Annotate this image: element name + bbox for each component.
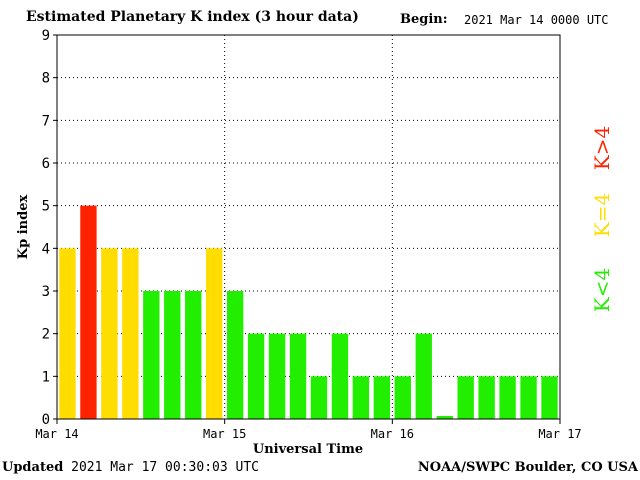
- y-tick-label: 0: [42, 412, 50, 428]
- x-tick-label: Mar 14: [35, 427, 78, 441]
- y-tick-label: 3: [42, 284, 50, 300]
- kp-bar: [499, 376, 516, 419]
- x-tick-label: Mar 16: [371, 427, 414, 441]
- x-axis-label: Universal Time: [253, 442, 363, 457]
- updated-timestamp: Updated 2021 Mar 17 00:30:03 UTC: [2, 460, 259, 475]
- kp-bar: [59, 248, 76, 419]
- legend-item: K=4: [590, 193, 614, 237]
- y-tick-label: 2: [42, 327, 50, 343]
- y-tick-label: 8: [42, 71, 50, 87]
- chart-title: Estimated Planetary K index (3 hour data…: [26, 9, 359, 25]
- y-tick-label: 5: [42, 199, 50, 215]
- kp-bar: [185, 291, 202, 419]
- kp-bar: [268, 333, 286, 419]
- kp-bar: [310, 376, 328, 419]
- kp-bar: [457, 376, 474, 419]
- kp-bar: [331, 333, 349, 419]
- updated-label: Updated: [2, 460, 64, 475]
- legend-item: K<4: [590, 268, 614, 312]
- legend: K>4 K=4 K<4: [590, 126, 614, 312]
- kp-bar: [80, 205, 97, 419]
- y-tick-label: 7: [42, 113, 50, 129]
- kp-bar: [373, 376, 391, 419]
- kp-bar: [289, 333, 307, 419]
- kp-bar: [206, 248, 223, 419]
- x-tick-label: Mar 15: [203, 427, 246, 441]
- begin-label: Begin:: [400, 12, 448, 27]
- kp-bar: [394, 376, 411, 419]
- kp-bar: [478, 376, 495, 419]
- bar-series: [59, 205, 558, 419]
- kp-bar: [101, 248, 118, 419]
- updated-value: 2021 Mar 17 00:30:03 UTC: [71, 460, 259, 475]
- x-tick-label: Mar 17: [538, 427, 581, 441]
- kp-bar: [143, 291, 160, 419]
- begin-value: 2021 Mar 14 0000 UTC: [464, 13, 609, 27]
- grid-lines: [57, 35, 560, 419]
- kp-bar: [122, 248, 139, 419]
- kp-bar: [541, 376, 558, 419]
- kp-bar: [226, 291, 244, 419]
- kp-bar: [247, 333, 265, 419]
- y-tick-label: 9: [42, 28, 50, 44]
- source-credit: NOAA/SWPC Boulder, CO USA: [417, 460, 638, 475]
- kp-bar: [436, 416, 453, 419]
- kp-bar: [352, 376, 370, 419]
- kp-bar: [164, 291, 181, 419]
- kp-bar: [520, 376, 537, 419]
- kp-bar: [415, 333, 432, 419]
- x-axis-ticks: Mar 14 Mar 15 Mar 16 Mar 17: [35, 419, 582, 441]
- y-axis-ticks: 0 1 2 3 4 5 6 7 8 9: [42, 28, 57, 428]
- y-tick-label: 4: [42, 241, 50, 257]
- plot-frame: [56, 34, 561, 420]
- legend-item: K>4: [590, 126, 614, 170]
- y-tick-label: 6: [42, 156, 50, 172]
- y-tick-label: 1: [42, 369, 50, 385]
- y-axis-label: Kp index: [16, 195, 31, 260]
